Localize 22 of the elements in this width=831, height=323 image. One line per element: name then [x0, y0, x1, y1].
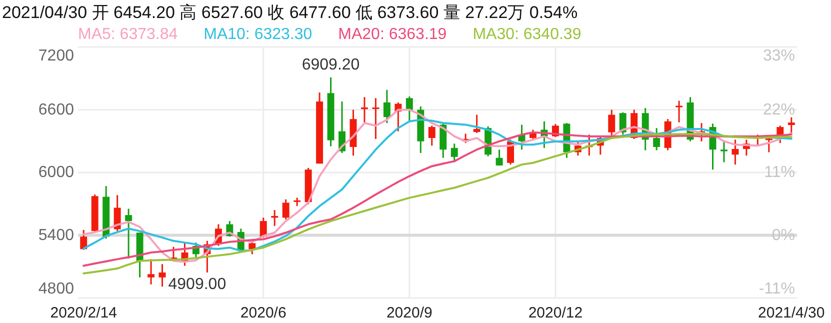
annotation: 4909.00 [168, 276, 226, 294]
y2-tick-label: -11% [758, 280, 795, 298]
x-tick-label: 2021/4/30 [758, 304, 825, 322]
y2-tick-label: 11% [764, 164, 795, 181]
y-tick-label: 4800 [38, 280, 74, 298]
x-tick-label: 2020/2/14 [50, 304, 117, 322]
y2-tick-label: 0% [772, 226, 795, 244]
y2-tick-label: 33% [762, 48, 795, 64]
text: MA30: 6340.39 [472, 26, 582, 43]
y2-tick-label: 22% [762, 101, 795, 118]
y-tick-label: 6600 [38, 101, 74, 118]
annotation: 6909.20 [302, 56, 360, 74]
text: MA5: 6373.84 [78, 26, 178, 43]
text: MA10: 6323.30 [204, 26, 312, 43]
text: MA20: 6363.19 [338, 26, 447, 43]
y-tick-label: 6000 [38, 164, 74, 181]
x-tick-label: 2020/12 [528, 304, 583, 322]
x-tick-label: 2020/9 [386, 304, 432, 322]
y-tick-label: 5400 [38, 226, 74, 244]
chart-title: 2021/04/30 开 6454.20 高 6527.60 收 6477.60 低 6373.60 量 27.22万 0.54% [2, 3, 578, 22]
x-tick-label: 2020/6 [240, 304, 286, 322]
y-tick-label: 7200 [38, 48, 74, 64]
